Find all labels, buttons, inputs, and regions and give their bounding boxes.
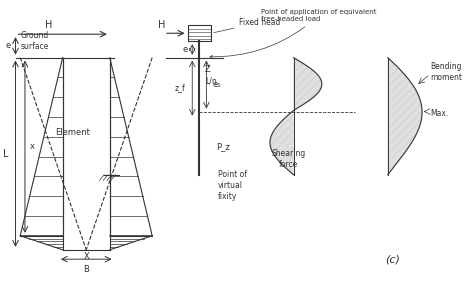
Text: z_f: z_f (174, 83, 185, 93)
Text: L: L (3, 149, 9, 159)
Text: Bending
moment: Bending moment (430, 62, 462, 82)
Text: L/n: L/n (205, 77, 217, 85)
Text: Element: Element (55, 128, 90, 137)
Text: X: X (83, 252, 89, 261)
Text: B: B (83, 265, 89, 274)
Text: x: x (30, 142, 35, 151)
Text: e: e (182, 45, 188, 54)
Text: H: H (45, 20, 52, 30)
Text: Fixed head: Fixed head (214, 18, 281, 33)
Text: P_z: P_z (216, 142, 229, 151)
Text: Z: Z (205, 65, 211, 74)
Text: Shearing
force: Shearing force (272, 149, 306, 169)
Text: e: e (6, 41, 11, 51)
Text: Ground
surface: Ground surface (20, 31, 48, 51)
Text: Point of application of equivalent
free-headed load: Point of application of equivalent free-… (210, 9, 376, 58)
Bar (188, 25, 211, 41)
Text: Max.: Max. (430, 109, 448, 118)
Text: H: H (158, 20, 165, 30)
Text: e₁: e₁ (212, 80, 221, 89)
Text: Point of
virtual
fixity: Point of virtual fixity (218, 170, 247, 201)
Text: (c): (c) (385, 254, 400, 264)
